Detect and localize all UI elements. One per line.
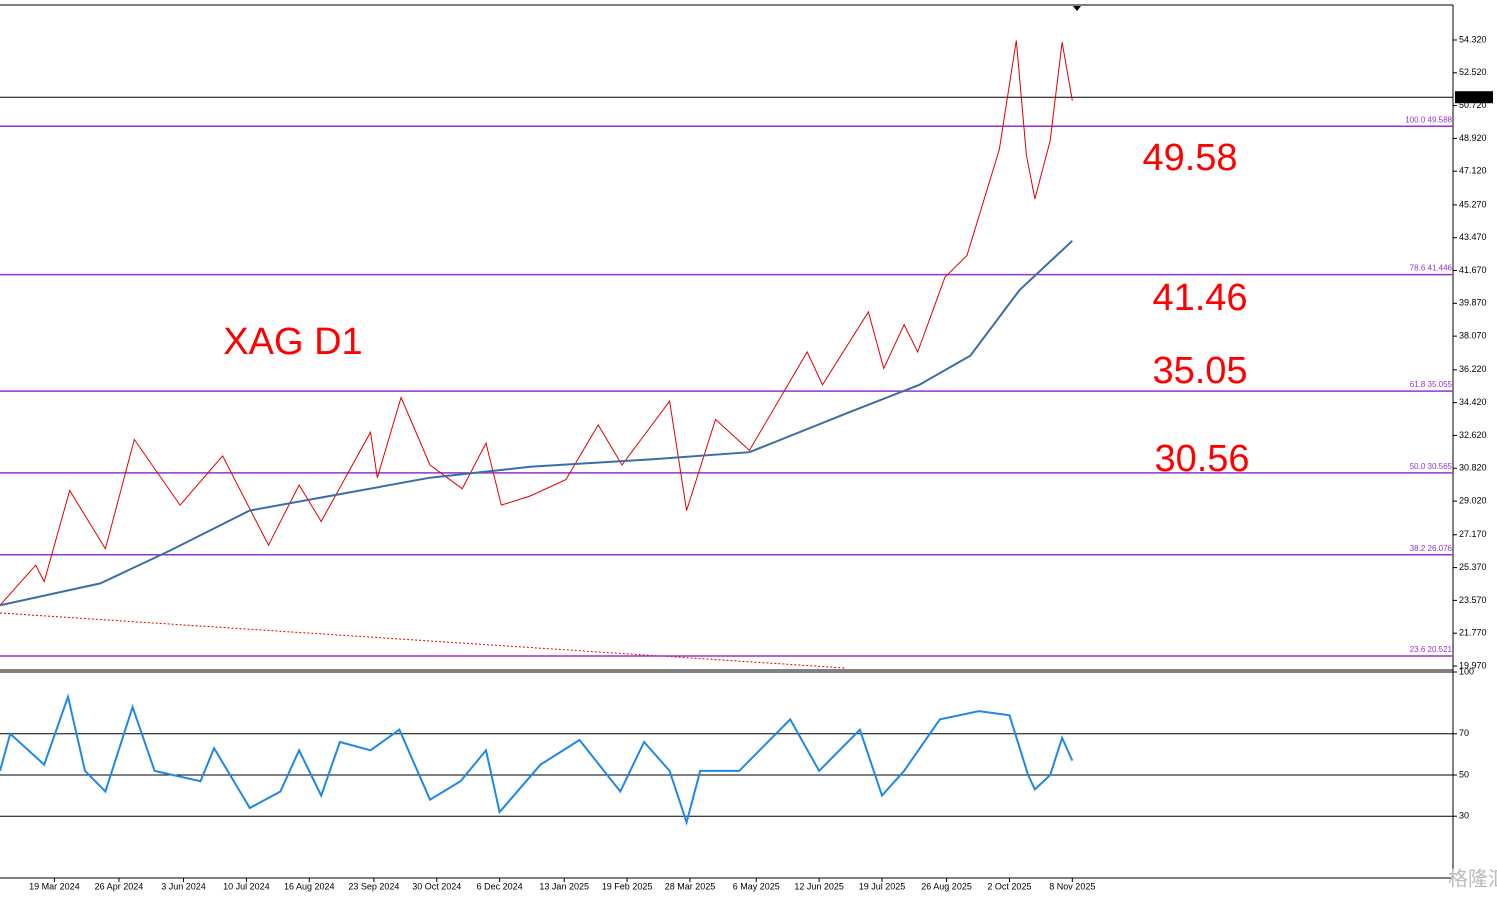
level-label: 23.6 20.521 xyxy=(1410,645,1453,654)
y-tick-label: 45.270 xyxy=(1459,199,1487,209)
y-tick-label: 100 xyxy=(1459,666,1474,676)
x-tick-label: 13 Jan 2025 xyxy=(539,881,589,891)
x-tick-label: 6 May 2025 xyxy=(733,881,780,891)
x-tick-label: 10 Jul 2024 xyxy=(223,881,270,891)
y-tick-label: 48.920 xyxy=(1459,133,1487,143)
x-tick-label: 6 Dec 2024 xyxy=(477,881,523,891)
x-tick-label: 30 Oct 2024 xyxy=(412,881,461,891)
trend-line xyxy=(0,612,846,669)
y-tick-label: 36.220 xyxy=(1459,364,1487,374)
y-tick-label: 39.870 xyxy=(1459,298,1487,308)
level-label: 100.0 49.588 xyxy=(1405,115,1452,124)
x-tick-label: 12 Jun 2025 xyxy=(794,881,844,891)
y-tick-label: 23.570 xyxy=(1459,595,1487,605)
series-line xyxy=(0,693,1074,826)
level-label: 50.0 30.565 xyxy=(1410,462,1453,471)
x-tick-label: 2 Oct 2025 xyxy=(987,881,1031,891)
watermark: 格隆汇 xyxy=(1448,867,1497,890)
y-tick-label: 30.820 xyxy=(1459,463,1487,473)
y-tick-label: 41.670 xyxy=(1459,265,1487,275)
x-tick-label: 19 Mar 2024 xyxy=(29,881,80,891)
y-tick-label: 47.120 xyxy=(1459,166,1487,176)
series-line xyxy=(0,240,1073,607)
level-label: 61.8 35.055 xyxy=(1410,380,1453,389)
x-tick-label: 8 Nov 2025 xyxy=(1049,881,1095,891)
last-price-label: 51.180 xyxy=(1458,92,1486,102)
x-tick-label: 26 Apr 2024 xyxy=(95,881,144,891)
y-tick-label: 25.370 xyxy=(1459,562,1487,572)
level-label: 38.2 26.076 xyxy=(1410,544,1453,553)
x-tick-label: 3 Jun 2024 xyxy=(161,881,206,891)
x-tick-label: 28 Mar 2025 xyxy=(665,881,716,891)
y-tick-label: 32.620 xyxy=(1459,430,1487,440)
y-tick-label: 21.770 xyxy=(1459,628,1487,638)
x-tick-label: 19 Jul 2025 xyxy=(859,881,906,891)
x-tick-label: 26 Aug 2025 xyxy=(921,881,972,891)
y-tick-label: 38.070 xyxy=(1459,331,1487,341)
y-tick-label: 34.420 xyxy=(1459,397,1487,407)
x-tick-label: 23 Sep 2024 xyxy=(348,881,399,891)
y-tick-label: 50 xyxy=(1459,769,1469,779)
x-tick-label: 19 Feb 2025 xyxy=(602,881,653,891)
y-tick-label: 52.520 xyxy=(1459,67,1487,77)
last-price-box xyxy=(1455,91,1493,104)
y-tick-label: 30 xyxy=(1459,811,1469,821)
annotation: 49.58 xyxy=(1142,137,1237,179)
y-tick-label: 70 xyxy=(1459,728,1469,738)
annotation: 30.56 xyxy=(1154,438,1249,480)
y-tick-label: 43.470 xyxy=(1459,232,1487,242)
y-tick-label: 29.020 xyxy=(1459,495,1487,505)
y-tick-label: 27.170 xyxy=(1459,529,1487,539)
chart-title: XAG D1 xyxy=(223,321,362,363)
y-tick-label: 54.320 xyxy=(1459,34,1487,44)
y-tick-label: 19.970 xyxy=(1459,660,1487,670)
series-line xyxy=(0,40,1073,606)
annotation: 35.05 xyxy=(1152,350,1247,392)
level-label: 78.6 41.446 xyxy=(1410,264,1453,273)
annotation: 41.46 xyxy=(1152,277,1247,319)
x-tick-label: 16 Aug 2024 xyxy=(284,881,335,891)
y-tick-label: 50.720 xyxy=(1459,100,1487,110)
marker xyxy=(1073,6,1081,11)
